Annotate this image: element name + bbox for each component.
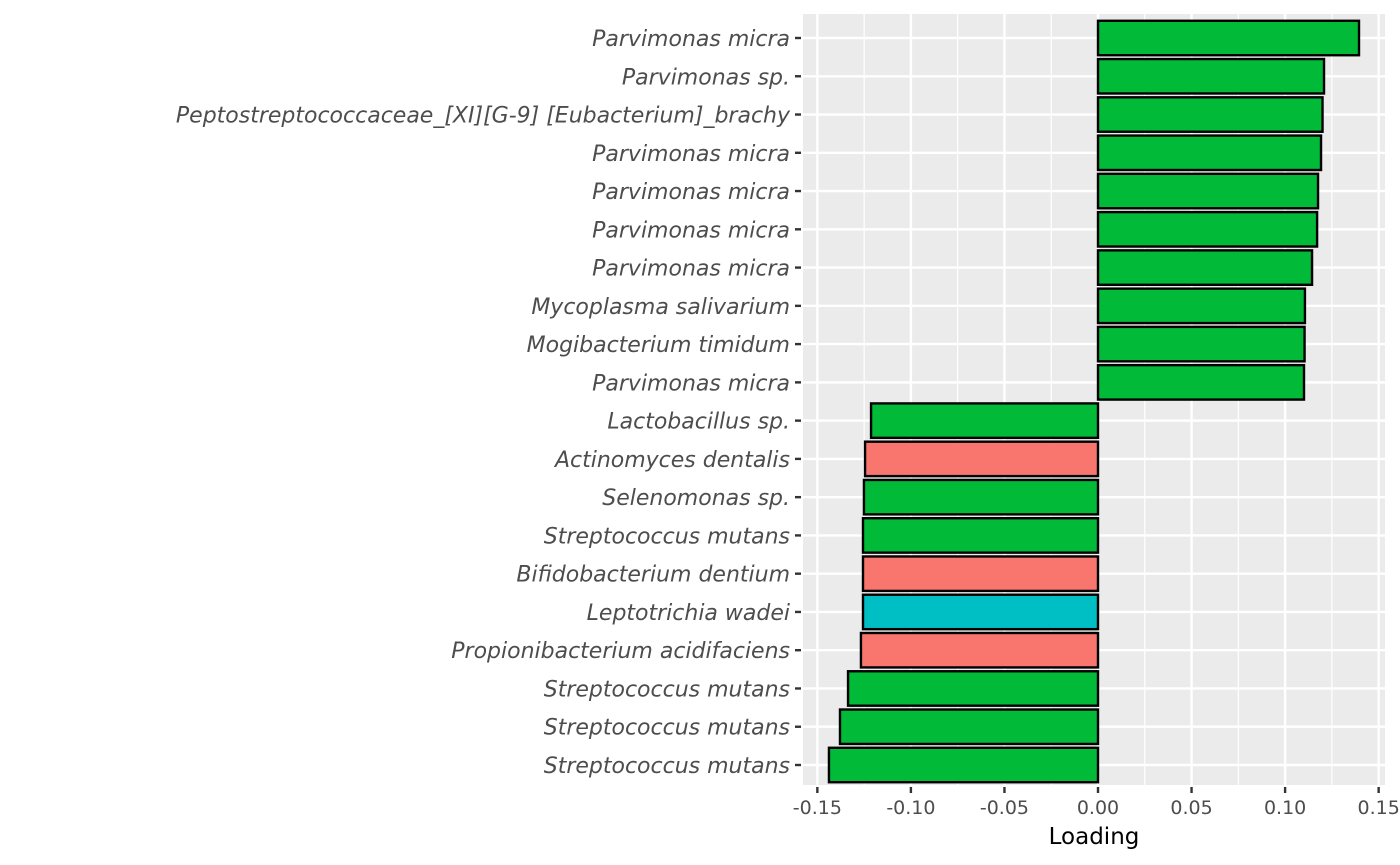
- y-tick-label: Mycoplasma salivarium: [531, 295, 790, 320]
- y-tick-label: Bifidobacterium dentium: [516, 563, 790, 588]
- y-tick-label: Parvimonas micra: [592, 180, 790, 205]
- y-tick-label: Peptostreptococcaceae_[XI][G-9] [Eubacte…: [176, 104, 791, 129]
- bar: [1096, 210, 1319, 248]
- y-tick-label: Lactobacillus sp.: [607, 410, 790, 435]
- y-tick-label: Parvimonas sp.: [622, 65, 790, 90]
- bar: [861, 555, 1100, 593]
- bar: [859, 631, 1100, 669]
- bar: [1096, 249, 1314, 286]
- y-tick-label: Actinomyces dentalis: [553, 448, 790, 473]
- bar: [1096, 325, 1306, 363]
- bar: [1096, 363, 1306, 401]
- y-tick-label: Parvimonas micra: [592, 142, 790, 167]
- x-tick-label: -0.10: [886, 797, 935, 819]
- bar: [862, 478, 1100, 516]
- x-tick-label: 0.15: [1357, 797, 1399, 819]
- bar: [1096, 287, 1307, 325]
- y-tick-label: Mogibacterium timidum: [527, 333, 790, 358]
- y-tick-label: Streptococcus mutans: [544, 524, 790, 549]
- bar: [827, 746, 1100, 784]
- bar: [861, 593, 1100, 631]
- bar: [861, 517, 1100, 554]
- bar: [838, 708, 1100, 746]
- bar: [863, 440, 1100, 478]
- bars: [827, 19, 1361, 784]
- y-tick-label: Parvimonas micra: [592, 27, 790, 52]
- y-axis: Parvimonas micra Parvimonas sp. Peptostrep…: [176, 27, 801, 779]
- bar: [846, 670, 1100, 707]
- bar: [1096, 19, 1361, 57]
- x-tick-label: 0.10: [1264, 797, 1306, 819]
- y-tick-label: Leptotrichia wadei: [587, 601, 790, 626]
- y-tick-label: Streptococcus mutans: [544, 716, 790, 741]
- y-tick-label: Streptococcus mutans: [544, 754, 790, 779]
- x-tick-label: -0.15: [793, 797, 842, 819]
- y-tick-label: Parvimonas micra: [592, 257, 790, 282]
- x-tick-label: 0.00: [1077, 797, 1119, 819]
- x-axis: -0.15 -0.10 -0.05 0.00 0.05 0.10 0.15: [793, 787, 1400, 819]
- y-tick-label: Selenomonas sp.: [602, 486, 790, 511]
- x-axis-title: Loading: [1049, 824, 1140, 850]
- bar: [1096, 96, 1324, 133]
- bar: [1096, 134, 1323, 172]
- bar: [1096, 172, 1320, 210]
- x-tick-label: -0.05: [980, 797, 1029, 819]
- y-tick-label: Streptococcus mutans: [544, 677, 790, 702]
- x-tick-label: 0.05: [1170, 797, 1212, 819]
- bar: [869, 402, 1100, 440]
- y-tick-label: Parvimonas micra: [592, 218, 790, 243]
- y-tick-label: Propionibacterium acidifaciens: [451, 639, 790, 664]
- y-tick-label: Parvimonas micra: [592, 371, 790, 396]
- bar: [1096, 57, 1326, 95]
